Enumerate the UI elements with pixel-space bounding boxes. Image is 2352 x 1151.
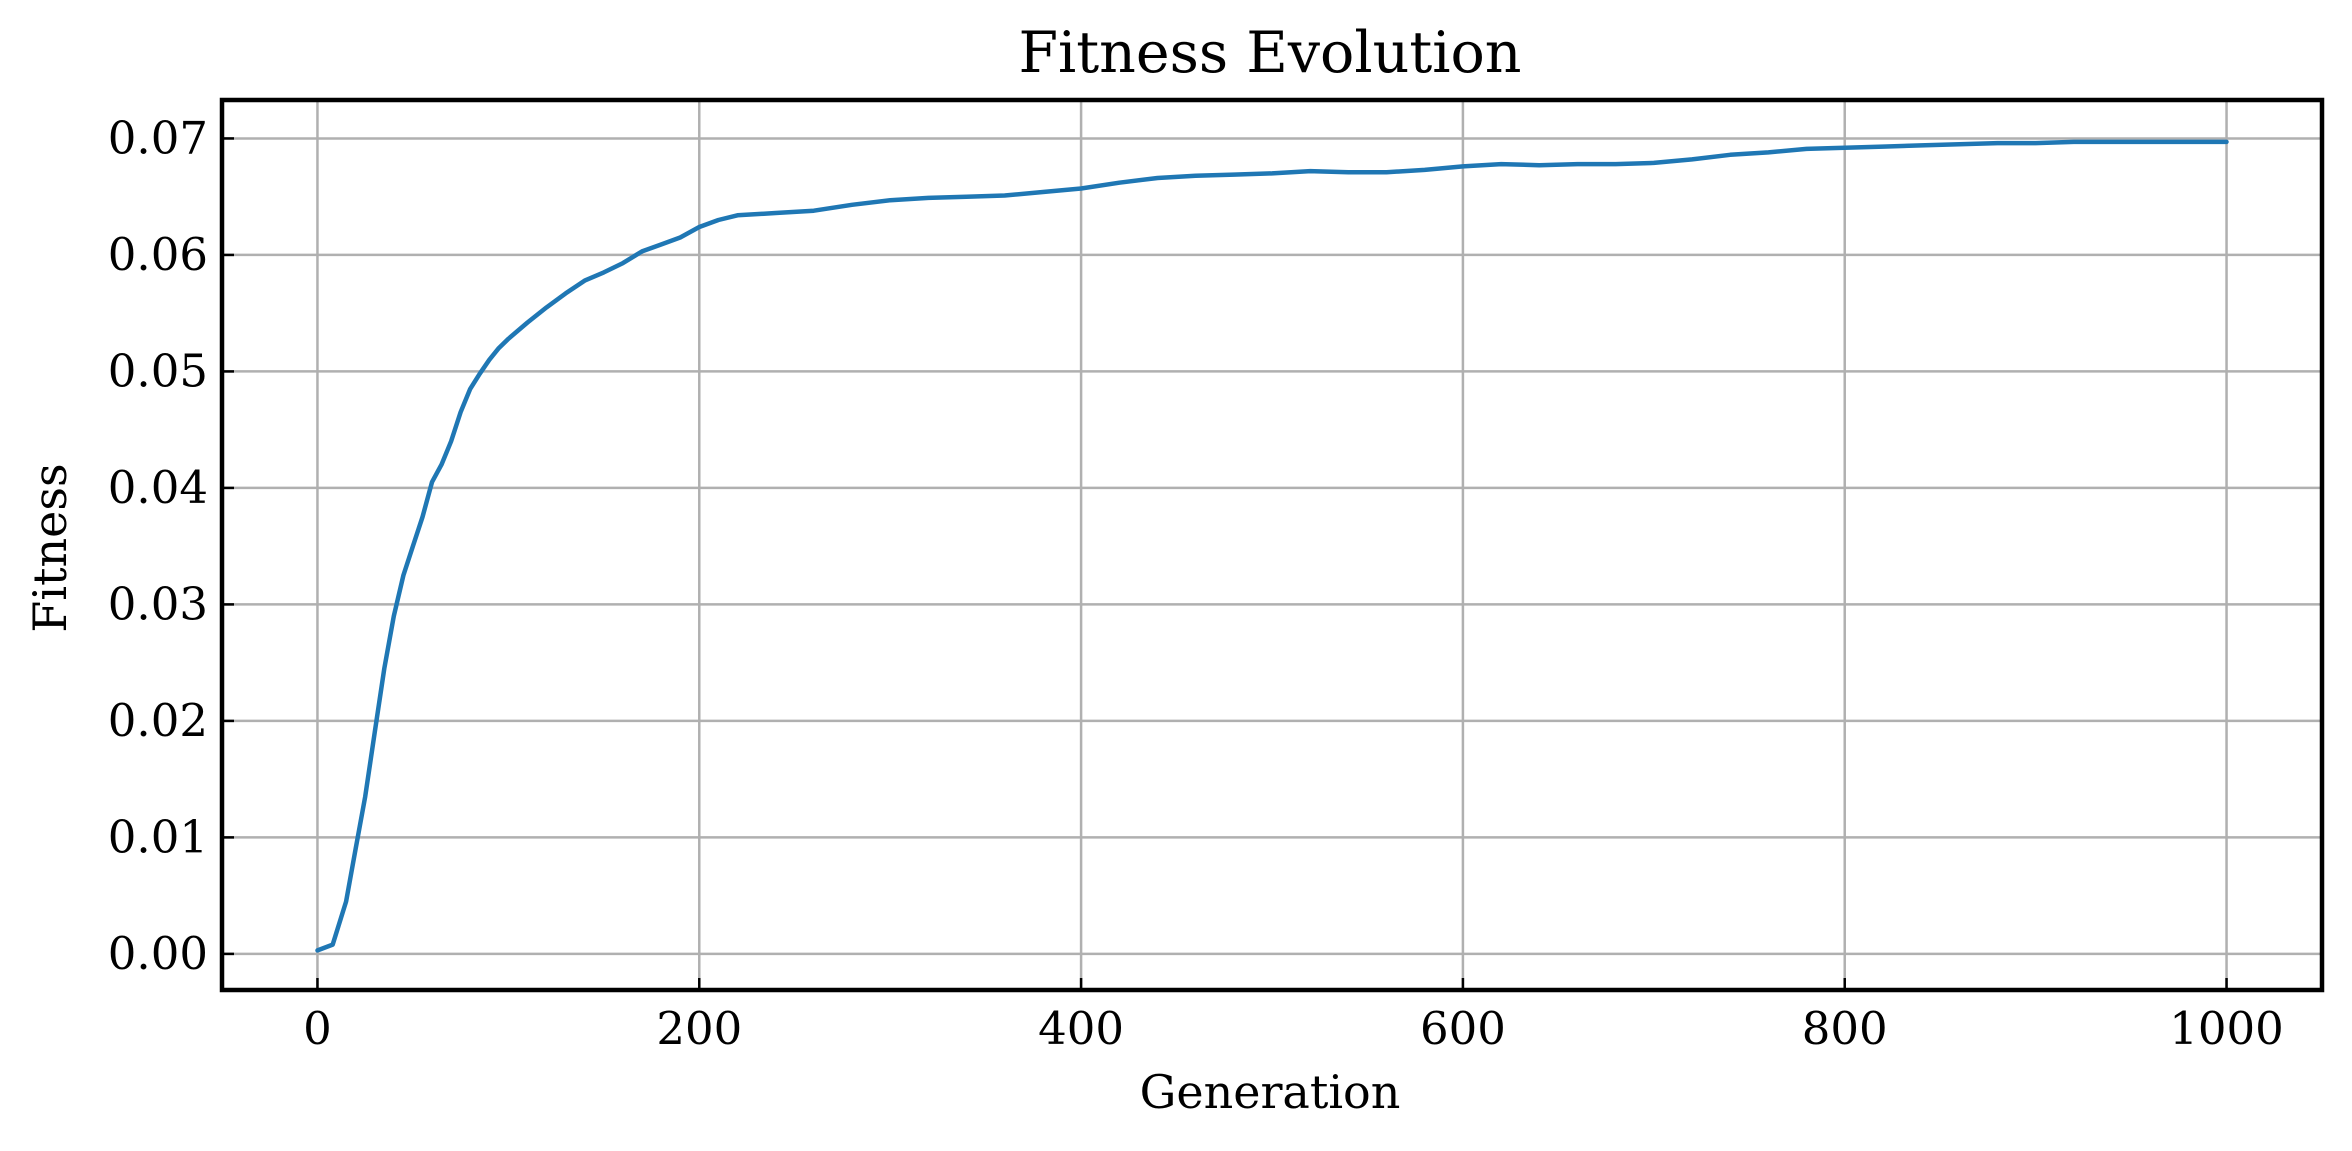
- y-tick-label: 0.06: [108, 228, 208, 281]
- y-tick-label: 0.01: [108, 810, 208, 863]
- y-tick-label: 0.03: [108, 577, 208, 630]
- x-tick-label: 400: [1038, 1002, 1124, 1055]
- chart-title: Fitness Evolution: [1019, 20, 1522, 86]
- y-tick-label: 0.05: [108, 344, 208, 397]
- x-tick-label: 200: [656, 1002, 742, 1055]
- y-axis-label: Fitness: [23, 463, 77, 632]
- x-tick-label: 600: [1420, 1002, 1506, 1055]
- y-tick-label: 0.04: [108, 461, 208, 514]
- x-tick-label: 800: [1802, 1002, 1888, 1055]
- y-tick-label: 0.02: [108, 694, 208, 747]
- y-tick-label: 0.00: [108, 927, 208, 980]
- grid-lines: [222, 100, 2322, 990]
- y-tick-label: 0.07: [108, 111, 208, 164]
- plot-frame: [219, 97, 2325, 993]
- axis-ticks: 0 200 400 600 800 1000 0.00 0.01 0.02 0.03 0.04 0.0…: [108, 111, 2284, 1055]
- x-axis-label: Generation: [1140, 1065, 1401, 1119]
- fitness-series-line: [315, 139, 2229, 953]
- x-tick-label: 1000: [2169, 1002, 2284, 1055]
- x-tick-label: 0: [303, 1002, 332, 1055]
